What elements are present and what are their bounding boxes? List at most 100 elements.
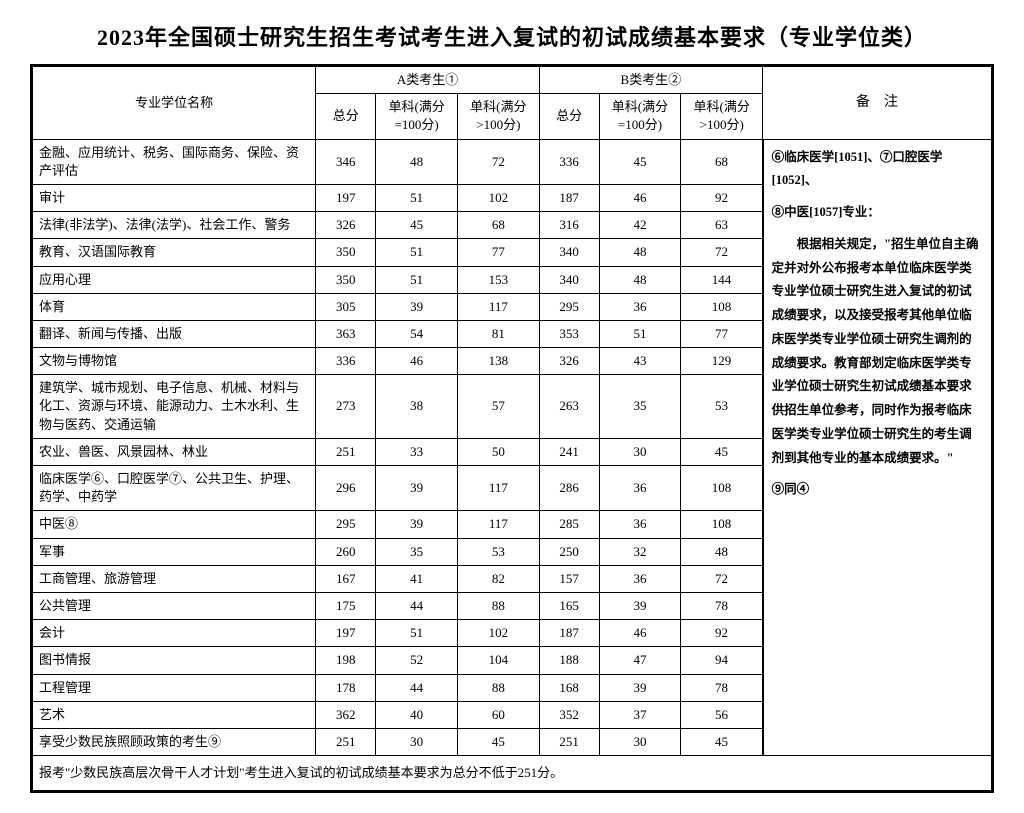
- cell-value: 273: [316, 375, 376, 439]
- header-group-b: B类考生②: [539, 67, 762, 94]
- cell-value: 178: [316, 674, 376, 701]
- cell-value: 94: [681, 647, 763, 674]
- cell-value: 346: [316, 139, 376, 184]
- cell-value: 51: [599, 320, 681, 347]
- cell-value: 197: [316, 184, 376, 211]
- cell-value: 53: [681, 375, 763, 439]
- cell-value: 104: [457, 647, 539, 674]
- cell-value: 72: [457, 139, 539, 184]
- cell-value: 117: [457, 293, 539, 320]
- cell-value: 108: [681, 293, 763, 320]
- cell-value: 88: [457, 592, 539, 619]
- cell-value: 316: [539, 212, 599, 239]
- cell-name: 工商管理、旅游管理: [33, 565, 316, 592]
- cell-value: 263: [539, 375, 599, 439]
- cell-name: 翻译、新闻与传播、出版: [33, 320, 316, 347]
- cell-name: 体育: [33, 293, 316, 320]
- note-line: ⑥临床医学[1051]、⑦口腔医学[1052]、: [772, 146, 983, 194]
- cell-value: 295: [539, 293, 599, 320]
- cell-value: 197: [316, 620, 376, 647]
- cell-value: 198: [316, 647, 376, 674]
- cell-value: 336: [539, 139, 599, 184]
- cell-value: 68: [457, 212, 539, 239]
- table-container: 专业学位名称 A类考生① B类考生② 备 注 总分 单科(满分=100分) 单科…: [30, 64, 994, 793]
- cell-value: 72: [681, 565, 763, 592]
- cell-value: 68: [681, 139, 763, 184]
- cell-value: 72: [681, 239, 763, 266]
- cell-value: 168: [539, 674, 599, 701]
- cell-value: 48: [599, 266, 681, 293]
- cell-value: 157: [539, 565, 599, 592]
- cell-value: 77: [457, 239, 539, 266]
- cell-name: 法律(非法学)、法律(法学)、社会工作、警务: [33, 212, 316, 239]
- cell-value: 117: [457, 511, 539, 538]
- cell-name: 农业、兽医、风景园林、林业: [33, 438, 316, 465]
- cell-value: 35: [599, 375, 681, 439]
- cell-value: 92: [681, 184, 763, 211]
- cell-value: 51: [376, 239, 458, 266]
- header-notes: 备 注: [763, 67, 992, 140]
- header-a-subover: 单科(满分>100分): [457, 94, 539, 139]
- cell-value: 40: [376, 701, 458, 728]
- cell-value: 45: [681, 438, 763, 465]
- cell-value: 46: [376, 348, 458, 375]
- cell-value: 39: [376, 511, 458, 538]
- cell-value: 45: [681, 728, 763, 755]
- cell-value: 38: [376, 375, 458, 439]
- cell-name: 公共管理: [33, 592, 316, 619]
- cell-value: 350: [316, 266, 376, 293]
- cell-name: 艺术: [33, 701, 316, 728]
- cell-value: 52: [376, 647, 458, 674]
- cell-value: 108: [681, 466, 763, 511]
- cell-value: 45: [376, 212, 458, 239]
- cell-value: 352: [539, 701, 599, 728]
- cell-name: 临床医学⑥、口腔医学⑦、公共卫生、护理、药学、中药学: [33, 466, 316, 511]
- cell-value: 30: [376, 728, 458, 755]
- cell-value: 188: [539, 647, 599, 674]
- cell-value: 153: [457, 266, 539, 293]
- cell-name: 工程管理: [33, 674, 316, 701]
- cell-value: 187: [539, 184, 599, 211]
- cell-value: 241: [539, 438, 599, 465]
- cell-value: 48: [599, 239, 681, 266]
- cell-value: 60: [457, 701, 539, 728]
- cell-value: 36: [599, 511, 681, 538]
- cell-value: 260: [316, 538, 376, 565]
- cell-name: 中医⑧: [33, 511, 316, 538]
- cell-name: 享受少数民族照顾政策的考生⑨: [33, 728, 316, 755]
- cell-value: 326: [316, 212, 376, 239]
- cell-value: 350: [316, 239, 376, 266]
- cell-value: 175: [316, 592, 376, 619]
- cell-value: 47: [599, 647, 681, 674]
- cell-value: 78: [681, 674, 763, 701]
- cell-value: 326: [539, 348, 599, 375]
- cell-value: 30: [599, 438, 681, 465]
- cell-value: 46: [599, 184, 681, 211]
- table-row: 金融、应用统计、税务、国际商务、保险、资产评估34648723364568⑥临床…: [33, 139, 992, 184]
- cell-value: 36: [599, 293, 681, 320]
- cell-value: 51: [376, 266, 458, 293]
- cell-value: 42: [599, 212, 681, 239]
- cell-value: 57: [457, 375, 539, 439]
- header-name: 专业学位名称: [33, 67, 316, 140]
- cell-value: 251: [316, 438, 376, 465]
- cell-value: 46: [599, 620, 681, 647]
- cell-value: 78: [681, 592, 763, 619]
- cell-value: 51: [376, 620, 458, 647]
- cell-value: 54: [376, 320, 458, 347]
- cell-value: 165: [539, 592, 599, 619]
- cell-value: 39: [376, 293, 458, 320]
- cell-value: 251: [316, 728, 376, 755]
- cell-value: 48: [681, 538, 763, 565]
- cell-value: 48: [376, 139, 458, 184]
- cell-value: 50: [457, 438, 539, 465]
- cell-name: 审计: [33, 184, 316, 211]
- cell-value: 82: [457, 565, 539, 592]
- cell-value: 36: [599, 466, 681, 511]
- cell-value: 362: [316, 701, 376, 728]
- note-line: ⑨同④: [772, 478, 983, 502]
- cell-value: 108: [681, 511, 763, 538]
- note-line: ⑧中医[1057]专业：: [772, 201, 983, 225]
- cell-value: 251: [539, 728, 599, 755]
- cell-value: 35: [376, 538, 458, 565]
